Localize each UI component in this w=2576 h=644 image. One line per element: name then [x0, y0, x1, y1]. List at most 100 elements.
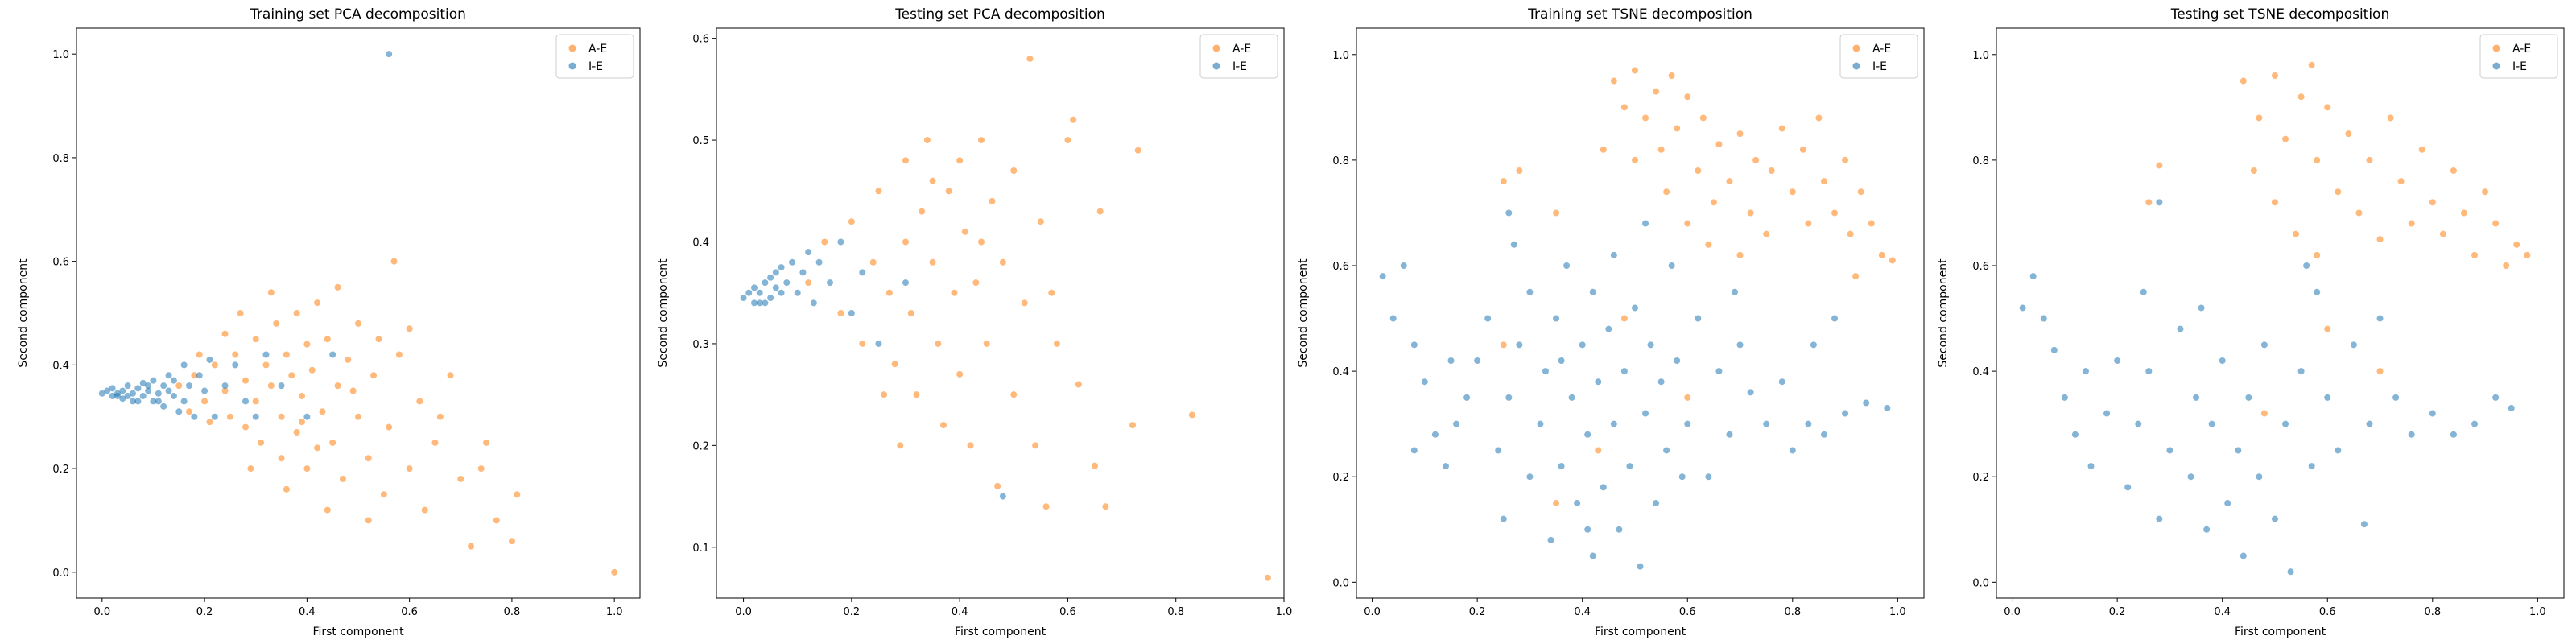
- data-point: [1747, 389, 1754, 396]
- data-point: [1736, 341, 1744, 349]
- data-point: [196, 372, 203, 379]
- data-point: [109, 385, 116, 392]
- x-tick-label: 0.2: [1469, 606, 1486, 618]
- data-point: [2355, 209, 2363, 217]
- data-point: [1620, 104, 1628, 111]
- legend: A-E I-E: [1839, 34, 1918, 79]
- y-tick-label: 1.0: [1972, 50, 1989, 62]
- data-point: [206, 419, 213, 426]
- data-point: [767, 274, 774, 281]
- legend-marker: [568, 62, 576, 70]
- series-I-E: [1379, 209, 1891, 570]
- data-point: [1447, 357, 1455, 364]
- x-tick-label: 1.0: [2529, 606, 2546, 618]
- series-I-E: [2019, 199, 2515, 576]
- data-point: [1831, 209, 1839, 217]
- data-point: [751, 284, 758, 291]
- data-point: [1516, 167, 1523, 174]
- data-point: [299, 419, 305, 426]
- data-point: [170, 377, 177, 384]
- data-point: [145, 387, 152, 394]
- data-point: [1516, 341, 1523, 349]
- data-point: [2282, 420, 2289, 427]
- y-tick-label: 0.2: [52, 464, 69, 476]
- data-point: [1653, 500, 1660, 506]
- data-point: [1631, 304, 1638, 312]
- data-point: [902, 157, 909, 164]
- data-point: [1553, 500, 1560, 506]
- data-point: [468, 543, 474, 550]
- data-point: [370, 372, 378, 379]
- data-point: [1595, 447, 1602, 454]
- y-tick-label: 0.6: [692, 34, 709, 46]
- data-point: [1474, 357, 1481, 364]
- data-point: [1600, 146, 1607, 153]
- data-point: [1715, 141, 1723, 148]
- x-tick-label: 1.0: [1276, 606, 1293, 618]
- data-point: [778, 264, 785, 271]
- data-point: [2156, 515, 2163, 522]
- data-point: [1505, 209, 1513, 217]
- data-point: [1852, 273, 1860, 280]
- data-point: [891, 361, 898, 368]
- data-point: [1021, 299, 1028, 307]
- data-point: [886, 289, 893, 296]
- data-point: [999, 493, 1006, 500]
- data-point: [1500, 515, 1507, 522]
- data-point: [232, 361, 239, 369]
- data-point: [319, 408, 326, 415]
- data-point: [1642, 410, 1649, 417]
- data-point: [1431, 431, 1439, 438]
- data-point: [1715, 368, 1723, 375]
- data-point: [1526, 473, 1534, 481]
- x-tick-label: 0.6: [1059, 606, 1076, 618]
- data-point: [902, 279, 909, 287]
- data-point: [1075, 381, 1082, 388]
- data-point: [2334, 188, 2342, 196]
- data-point: [951, 289, 958, 296]
- data-point: [2297, 368, 2305, 375]
- data-point: [324, 506, 331, 514]
- data-point: [2524, 251, 2531, 258]
- data-point: [2508, 405, 2515, 411]
- data-point: [160, 382, 167, 390]
- data-point: [1684, 420, 1691, 427]
- data-point: [2408, 431, 2415, 438]
- data-point: [130, 390, 136, 397]
- data-point: [913, 391, 920, 398]
- data-point: [165, 387, 172, 394]
- data-point: [237, 310, 244, 316]
- data-point: [940, 422, 947, 429]
- y-tick-label: 0.3: [692, 339, 709, 351]
- data-point: [303, 465, 311, 473]
- data-point: [956, 370, 964, 378]
- data-point: [2250, 167, 2257, 174]
- data-point: [848, 310, 855, 316]
- data-point: [2187, 473, 2194, 481]
- chart-panel-3: Training set TSNE decomposition 0.0 0.2 0.4…: [1297, 6, 1925, 638]
- data-point: [1705, 473, 1712, 481]
- data-point: [1732, 288, 1738, 295]
- data-point: [170, 392, 177, 399]
- data-point: [2124, 484, 2132, 491]
- x-tick-label: 0.0: [93, 606, 110, 618]
- y-axis-label: Second component: [1937, 258, 1950, 368]
- data-point: [406, 465, 413, 473]
- legend-label: A-E: [1872, 43, 1891, 56]
- series-A-E: [2145, 61, 2531, 417]
- data-point: [1574, 500, 1581, 506]
- data-point: [1847, 230, 1854, 237]
- y-tick-label: 0.0: [1972, 577, 1989, 589]
- data-point: [935, 340, 942, 347]
- data-point: [1789, 447, 1796, 454]
- y-tick-label: 0.4: [1332, 366, 1349, 378]
- y-tick-label: 0.8: [1332, 155, 1349, 167]
- data-point: [324, 336, 331, 343]
- data-point: [1500, 178, 1507, 185]
- data-point: [956, 157, 964, 164]
- data-point: [1799, 146, 1806, 153]
- data-point: [1610, 420, 1617, 427]
- y-axis-label: Second component: [17, 258, 30, 368]
- data-point: [1695, 167, 1702, 174]
